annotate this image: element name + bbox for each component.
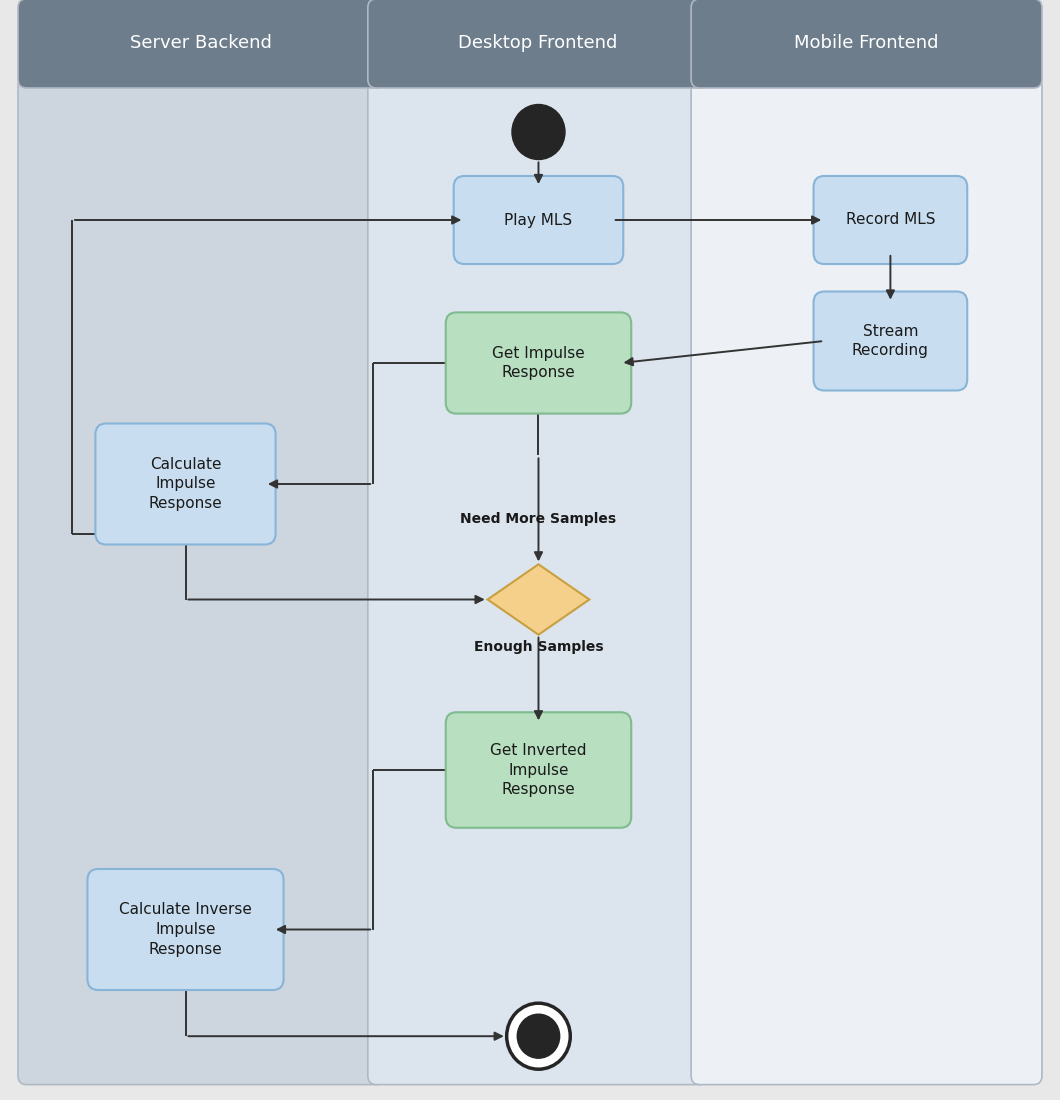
FancyBboxPatch shape [454, 176, 623, 264]
FancyBboxPatch shape [95, 424, 276, 544]
FancyBboxPatch shape [18, 77, 385, 1085]
Text: Stream
Recording: Stream Recording [852, 323, 929, 359]
FancyBboxPatch shape [18, 0, 385, 88]
Polygon shape [488, 564, 589, 635]
Text: Desktop Frontend: Desktop Frontend [458, 34, 618, 53]
Text: Play MLS: Play MLS [505, 212, 572, 228]
Text: Mobile Frontend: Mobile Frontend [794, 34, 939, 53]
Text: Record MLS: Record MLS [846, 212, 935, 228]
Circle shape [512, 104, 565, 160]
FancyBboxPatch shape [691, 77, 1042, 1085]
Circle shape [507, 1003, 570, 1069]
Circle shape [517, 1014, 560, 1058]
FancyBboxPatch shape [368, 77, 708, 1085]
FancyBboxPatch shape [87, 869, 283, 990]
FancyBboxPatch shape [691, 0, 1042, 88]
FancyBboxPatch shape [445, 312, 631, 414]
Text: Calculate
Impulse
Response: Calculate Impulse Response [148, 456, 223, 512]
Text: Server Backend: Server Backend [130, 34, 272, 53]
FancyBboxPatch shape [368, 0, 708, 88]
Text: Calculate Inverse
Impulse
Response: Calculate Inverse Impulse Response [119, 902, 252, 957]
FancyBboxPatch shape [445, 713, 631, 827]
FancyBboxPatch shape [814, 292, 967, 390]
Text: Get Impulse
Response: Get Impulse Response [492, 345, 585, 381]
Text: Need More Samples: Need More Samples [460, 513, 617, 526]
Text: Enough Samples: Enough Samples [474, 640, 603, 653]
Text: Get Inverted
Impulse
Response: Get Inverted Impulse Response [490, 742, 587, 797]
FancyBboxPatch shape [814, 176, 967, 264]
